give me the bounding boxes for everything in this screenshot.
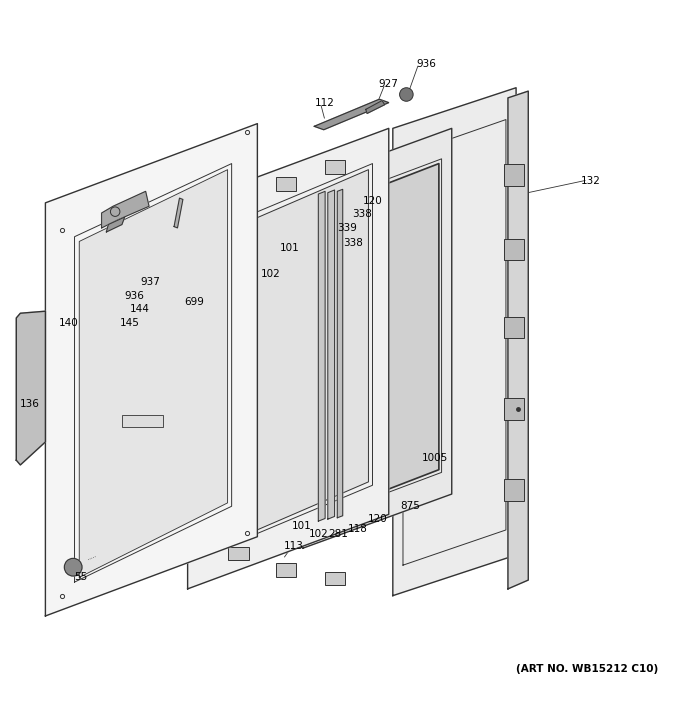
Text: 102: 102: [261, 269, 281, 279]
Text: (ART NO. WB15212 C10): (ART NO. WB15212 C10): [516, 663, 658, 673]
Text: 699: 699: [184, 298, 204, 308]
Bar: [216, 443, 228, 471]
Bar: [216, 382, 228, 409]
Bar: [122, 415, 163, 427]
Bar: [202, 420, 219, 437]
Text: 112: 112: [315, 98, 335, 109]
Text: 936: 936: [417, 59, 437, 69]
Text: 1005: 1005: [422, 453, 448, 463]
Polygon shape: [314, 164, 439, 518]
Circle shape: [400, 88, 413, 101]
Text: 338: 338: [343, 238, 364, 248]
Text: 937: 937: [141, 277, 160, 287]
Polygon shape: [46, 124, 257, 616]
Polygon shape: [366, 101, 385, 114]
Text: 338: 338: [352, 209, 371, 219]
Bar: [275, 563, 296, 577]
Polygon shape: [303, 128, 452, 548]
Bar: [325, 160, 345, 174]
Bar: [216, 321, 228, 348]
Text: 120: 120: [367, 514, 387, 524]
Bar: [504, 239, 524, 261]
Polygon shape: [174, 198, 183, 228]
Bar: [504, 316, 524, 338]
Text: 136: 136: [20, 399, 39, 409]
Text: 118: 118: [347, 523, 368, 534]
Polygon shape: [80, 169, 228, 577]
Text: 875: 875: [401, 500, 420, 510]
Polygon shape: [314, 99, 389, 130]
Polygon shape: [508, 91, 528, 589]
Text: 927: 927: [379, 80, 398, 89]
Bar: [504, 479, 524, 501]
Polygon shape: [106, 217, 124, 232]
Text: 113: 113: [284, 542, 304, 551]
Bar: [202, 352, 219, 369]
Text: 132: 132: [581, 175, 600, 185]
Bar: [504, 164, 524, 186]
Text: 102: 102: [309, 529, 328, 539]
Polygon shape: [210, 169, 369, 550]
Polygon shape: [393, 88, 516, 596]
Polygon shape: [188, 128, 389, 589]
Polygon shape: [16, 311, 46, 465]
Text: 120: 120: [362, 195, 382, 206]
Text: 144: 144: [131, 304, 150, 314]
Polygon shape: [328, 190, 335, 519]
Bar: [202, 284, 219, 301]
Polygon shape: [318, 191, 325, 521]
Bar: [228, 203, 249, 216]
Circle shape: [65, 558, 82, 576]
Text: 339: 339: [337, 223, 357, 233]
Text: 936: 936: [124, 290, 144, 300]
Text: 101: 101: [279, 243, 299, 253]
Text: 55: 55: [75, 573, 88, 582]
Text: 101: 101: [292, 521, 311, 531]
Bar: [325, 572, 345, 586]
Bar: [228, 547, 249, 560]
Text: 140: 140: [59, 318, 79, 328]
Polygon shape: [337, 189, 343, 518]
Polygon shape: [101, 191, 149, 228]
Bar: [504, 398, 524, 420]
Bar: [275, 177, 296, 190]
Text: 281: 281: [328, 529, 349, 539]
Text: 145: 145: [120, 318, 140, 328]
